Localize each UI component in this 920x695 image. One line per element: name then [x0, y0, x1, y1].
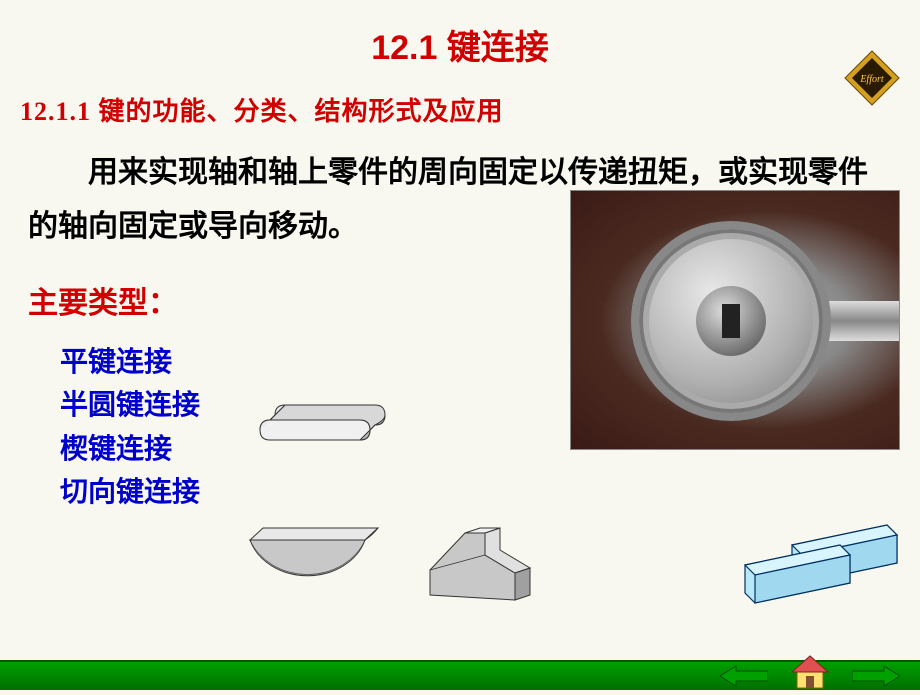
nav-controls [720, 654, 900, 688]
slide: 12.1 键连接 Effort 12.1.1 键的功能、分类、结构形式及应用 用… [0, 0, 920, 690]
logo-badge: Effort [842, 48, 902, 108]
gear-shaft-photo [570, 190, 900, 450]
page-title: 12.1 键连接 [0, 0, 920, 69]
flat-key-illustration [250, 390, 410, 470]
section-subtitle: 12.1.1 键的功能、分类、结构形式及应用 [0, 69, 920, 128]
prev-button[interactable] [720, 664, 768, 688]
taper-key-illustration [420, 525, 550, 610]
woodruff-key-illustration [235, 510, 395, 610]
home-button[interactable] [790, 654, 830, 690]
tangential-key-illustration [737, 515, 902, 605]
list-item: 切向键连接 [60, 470, 920, 513]
svg-text:Effort: Effort [859, 74, 884, 85]
next-button[interactable] [852, 664, 900, 688]
